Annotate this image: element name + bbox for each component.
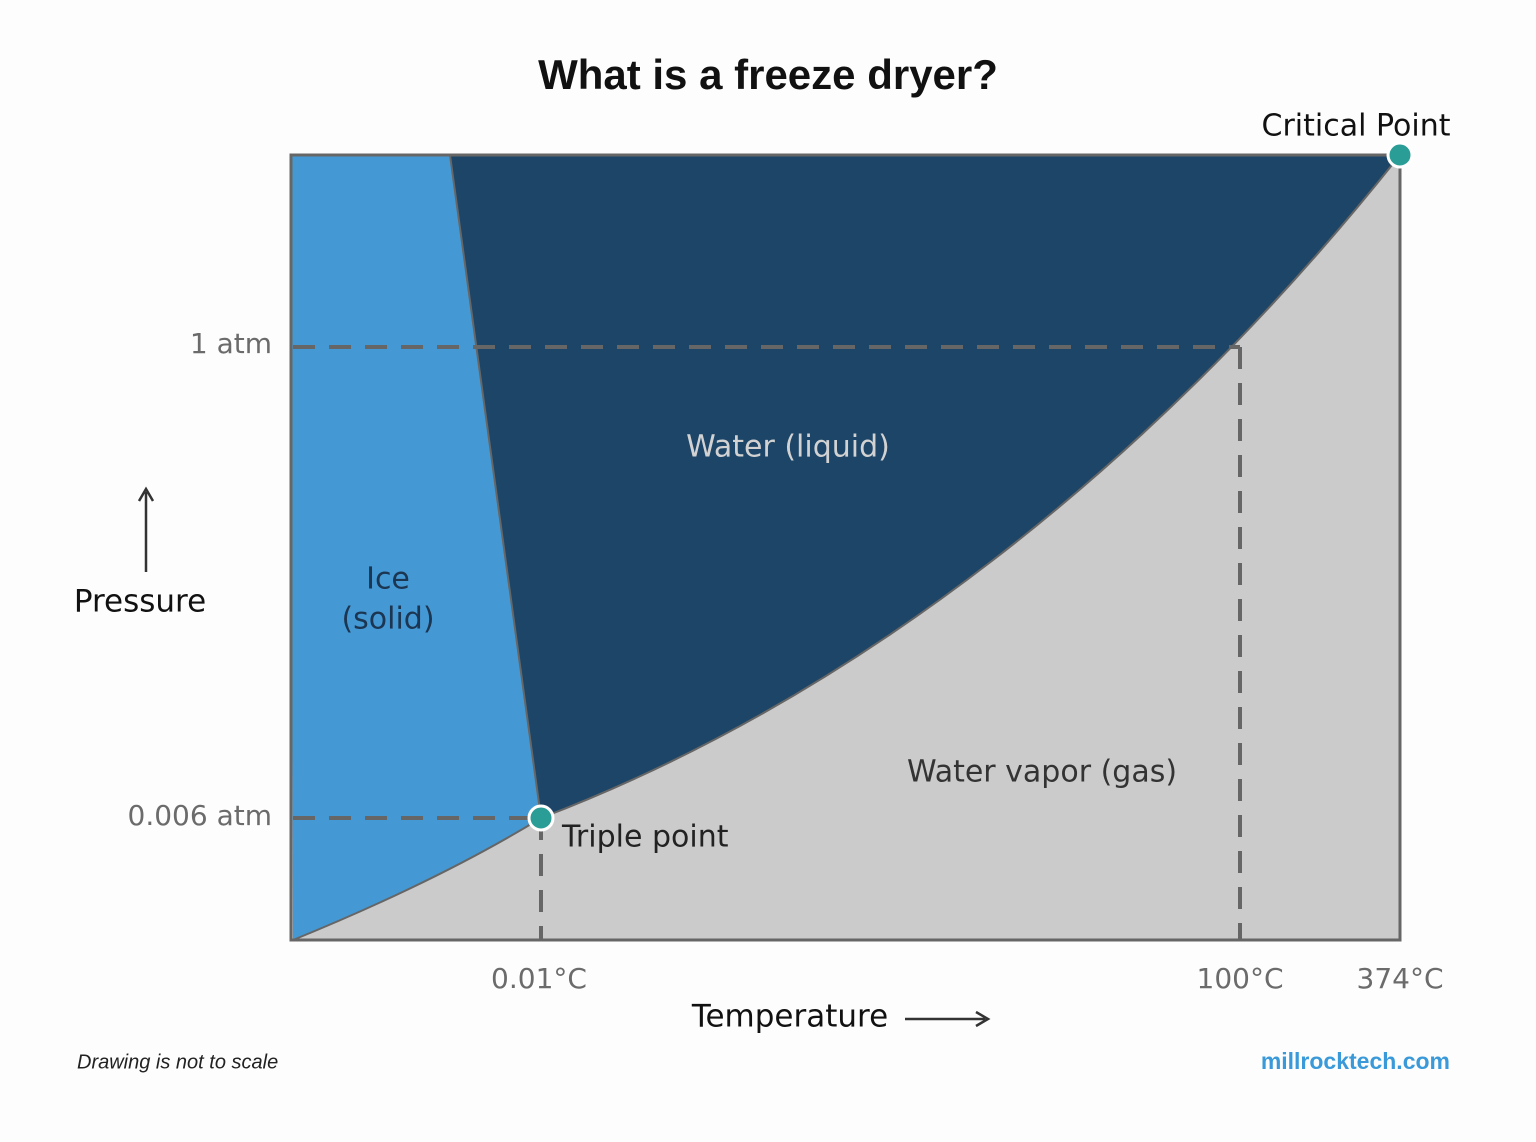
triple-point-marker — [527, 804, 555, 832]
footer-note: Drawing is not to scale — [77, 1051, 278, 1073]
region-label: Ice — [366, 562, 410, 597]
point-label: Critical Point — [1262, 109, 1451, 144]
region-label: Water (liquid) — [686, 430, 890, 465]
footer-source: millrocktech.com — [1261, 1048, 1450, 1074]
x-tick-label: 0.01°C — [491, 962, 587, 995]
point-label: Triple point — [561, 820, 729, 855]
liquid-region — [450, 155, 1400, 818]
x-axis-label: Temperature — [691, 999, 888, 1035]
y-tick-label: 1 atm — [190, 327, 272, 360]
region-label: (solid) — [341, 602, 434, 637]
y-axis-arrow — [137, 486, 155, 572]
y-tick-label: 0.006 atm — [128, 799, 272, 832]
vapor-curve — [292, 154, 1401, 941]
melting-curve — [449, 154, 542, 819]
ice-region — [291, 155, 541, 940]
region-label: Water vapor (gas) — [907, 755, 1177, 790]
y-axis-label: Pressure — [74, 584, 206, 620]
title: What is a freeze dryer? — [538, 51, 998, 98]
plot-frame — [289, 153, 1402, 942]
x-tick-label: 100°C — [1197, 962, 1284, 995]
x-axis-arrow — [905, 1010, 991, 1028]
x-tick-label: 374°C — [1357, 962, 1444, 995]
critical-point-marker — [1386, 141, 1414, 169]
